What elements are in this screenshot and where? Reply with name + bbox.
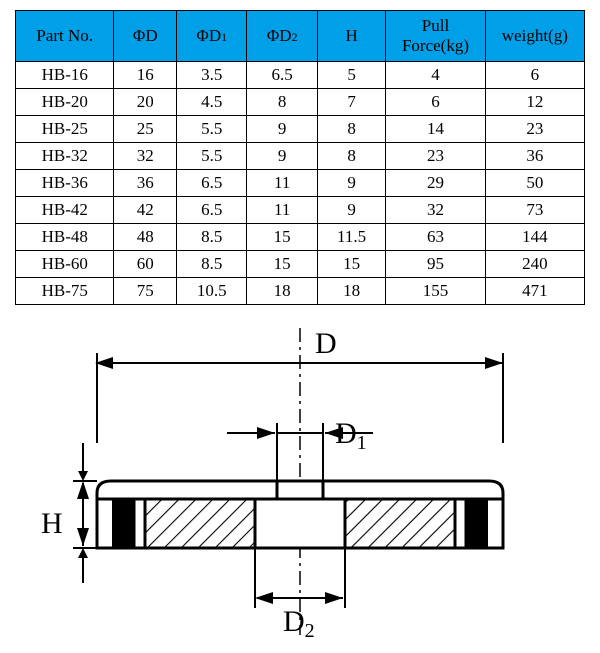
cell-pull: 63: [386, 224, 485, 251]
cell-h: 18: [317, 278, 385, 305]
cell-d: 42: [114, 197, 177, 224]
cell-d1: 10.5: [177, 278, 247, 305]
cell-wt: 240: [485, 251, 584, 278]
spec-table: Part No. ΦD ΦD1 ΦD2 H Pull Force(kg) wei…: [15, 10, 585, 305]
cell-pull: 32: [386, 197, 485, 224]
cell-d2: 8: [247, 89, 317, 116]
cell-wt: 471: [485, 278, 584, 305]
cell-h: 8: [317, 116, 385, 143]
cell-h: 7: [317, 89, 385, 116]
cell-wt: 23: [485, 116, 584, 143]
cell-d2: 18: [247, 278, 317, 305]
cell-part: HB-60: [16, 251, 114, 278]
label-D1: D1: [335, 417, 367, 454]
table-row: HB-36366.51192950: [16, 170, 585, 197]
table-row: HB-757510.51818155471: [16, 278, 585, 305]
cell-d: 32: [114, 143, 177, 170]
cell-h: 15: [317, 251, 385, 278]
cell-d: 36: [114, 170, 177, 197]
black-right: [466, 499, 488, 548]
cell-part: HB-25: [16, 116, 114, 143]
col-pull: Pull Force(kg): [386, 11, 485, 62]
label-D: D: [315, 327, 337, 360]
cell-d1: 6.5: [177, 197, 247, 224]
hatch-left: [145, 499, 255, 548]
label-H: H: [41, 507, 63, 540]
hatch-right: [345, 499, 455, 548]
table-row: HB-20204.587612: [16, 89, 585, 116]
cell-part: HB-32: [16, 143, 114, 170]
cell-d1: 3.5: [177, 62, 247, 89]
black-left: [112, 499, 134, 548]
table-header-row: Part No. ΦD ΦD1 ΦD2 H Pull Force(kg) wei…: [16, 11, 585, 62]
table-row: HB-25255.5981423: [16, 116, 585, 143]
col-d2: ΦD2: [247, 11, 317, 62]
cell-part: HB-16: [16, 62, 114, 89]
cell-d1: 8.5: [177, 224, 247, 251]
col-wt: weight(g): [485, 11, 584, 62]
cell-pull: 6: [386, 89, 485, 116]
cell-part: HB-36: [16, 170, 114, 197]
label-D2: D2: [283, 605, 315, 642]
cell-wt: 36: [485, 143, 584, 170]
cell-wt: 12: [485, 89, 584, 116]
cell-d: 75: [114, 278, 177, 305]
cell-h: 9: [317, 197, 385, 224]
cell-d2: 15: [247, 224, 317, 251]
cell-d1: 5.5: [177, 143, 247, 170]
table-row: HB-48488.51511.563144: [16, 224, 585, 251]
cell-wt: 73: [485, 197, 584, 224]
cell-d: 25: [114, 116, 177, 143]
cell-d2: 11: [247, 197, 317, 224]
cell-h: 11.5: [317, 224, 385, 251]
cell-pull: 23: [386, 143, 485, 170]
cell-wt: 6: [485, 62, 584, 89]
cell-d1: 8.5: [177, 251, 247, 278]
cell-part: HB-75: [16, 278, 114, 305]
cell-wt: 50: [485, 170, 584, 197]
cell-part: HB-20: [16, 89, 114, 116]
cell-h: 8: [317, 143, 385, 170]
cell-d2: 9: [247, 143, 317, 170]
cell-d: 16: [114, 62, 177, 89]
col-d: ΦD: [114, 11, 177, 62]
col-h: H: [317, 11, 385, 62]
section-diagram: D D1 H D2: [15, 323, 585, 643]
cell-pull: 14: [386, 116, 485, 143]
cell-d1: 6.5: [177, 170, 247, 197]
table-row: HB-32325.5982336: [16, 143, 585, 170]
cell-pull: 95: [386, 251, 485, 278]
table-row: HB-60608.5151595240: [16, 251, 585, 278]
cell-d: 48: [114, 224, 177, 251]
table-row: HB-16163.56.5546: [16, 62, 585, 89]
cell-h: 9: [317, 170, 385, 197]
col-part: Part No.: [16, 11, 114, 62]
cell-part: HB-42: [16, 197, 114, 224]
cell-d2: 6.5: [247, 62, 317, 89]
cell-d2: 11: [247, 170, 317, 197]
cell-pull: 29: [386, 170, 485, 197]
cell-d: 60: [114, 251, 177, 278]
cell-pull: 155: [386, 278, 485, 305]
cell-wt: 144: [485, 224, 584, 251]
col-d1: ΦD1: [177, 11, 247, 62]
cell-d1: 4.5: [177, 89, 247, 116]
cell-d2: 15: [247, 251, 317, 278]
cell-pull: 4: [386, 62, 485, 89]
cell-d2: 9: [247, 116, 317, 143]
table-row: HB-42426.51193273: [16, 197, 585, 224]
cell-d: 20: [114, 89, 177, 116]
cell-d1: 5.5: [177, 116, 247, 143]
cell-part: HB-48: [16, 224, 114, 251]
cell-h: 5: [317, 62, 385, 89]
